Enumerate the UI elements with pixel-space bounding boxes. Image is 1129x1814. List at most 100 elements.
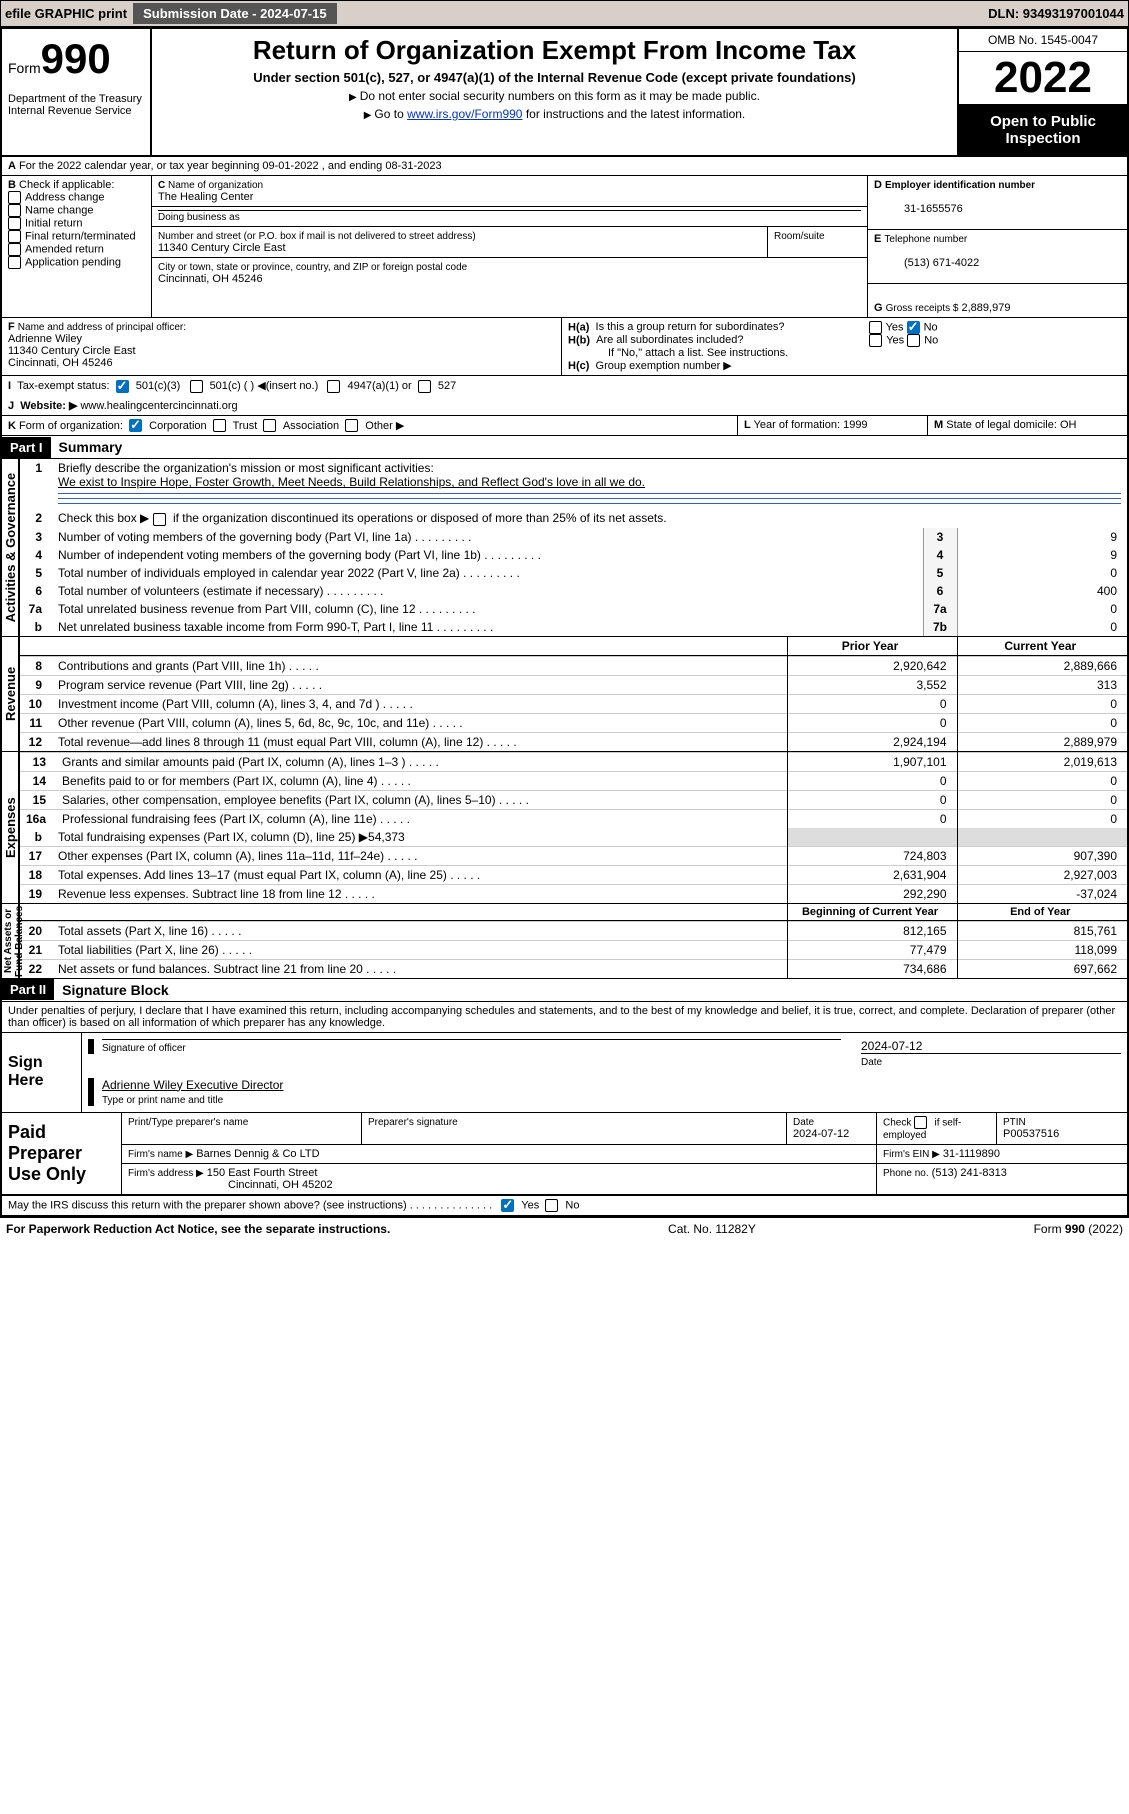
table-row: 6Total number of volunteers (estimate if… xyxy=(20,582,1127,600)
irs-link[interactable]: www.irs.gov/Form990 xyxy=(407,107,522,121)
sig-officer-label: Signature of officer xyxy=(102,1043,186,1054)
prep-date-label: Date xyxy=(793,1117,814,1128)
c3-label: 501(c)(3) xyxy=(136,380,181,392)
cb-discontinued[interactable] xyxy=(153,513,166,526)
block-bcdeg: B Check if applicable: Address change Na… xyxy=(2,176,1127,318)
ptin-label: PTIN xyxy=(1003,1117,1026,1128)
dln-label: DLN: 93493197001044 xyxy=(988,6,1124,21)
block-e: E Telephone number (513) 671-4022 xyxy=(868,230,1127,284)
part2-title: Signature Block xyxy=(54,979,177,1001)
submission-date-button[interactable]: Submission Date - 2024-07-15 xyxy=(133,3,337,24)
table-row: 20Total assets (Part X, line 16) . . . .… xyxy=(20,921,1127,940)
table-row: bNet unrelated business taxable income f… xyxy=(20,618,1127,636)
fr-a: Form xyxy=(1034,1222,1065,1236)
block-c: C Name of organization The Healing Cente… xyxy=(152,176,867,317)
cb-501c[interactable] xyxy=(190,380,203,393)
room-label: Room/suite xyxy=(774,231,825,242)
cb-assoc[interactable] xyxy=(263,419,276,432)
table-row: 13Grants and similar amounts paid (Part … xyxy=(20,752,1127,771)
table-row: 10Investment income (Part VIII, column (… xyxy=(20,694,1127,713)
sig-date-label: Date xyxy=(861,1057,882,1068)
m-label: State of legal domicile: xyxy=(946,419,1057,431)
addr-label: Number and street (or P.O. box if mail i… xyxy=(158,231,476,242)
open-inspection: Open to Public Inspection xyxy=(959,105,1127,155)
check-b-label: Check if applicable: xyxy=(19,179,114,191)
letter-ha: H(a) xyxy=(568,321,589,333)
l16b-label: Total fundraising expenses (Part IX, col… xyxy=(58,830,368,844)
table-row: 9Program service revenue (Part VIII, lin… xyxy=(20,675,1127,694)
section-governance: Activities & Governance 1Briefly describ… xyxy=(2,459,1127,636)
table-row: 22Net assets or fund balances. Subtract … xyxy=(20,959,1127,978)
checkbox-initial-return[interactable] xyxy=(8,217,21,230)
checkbox-amended-return[interactable] xyxy=(8,243,21,256)
prep-sig-label: Preparer's signature xyxy=(368,1117,458,1128)
c-name-label: Name of organization xyxy=(168,180,263,191)
table-row: 5Total number of individuals employed in… xyxy=(20,564,1127,582)
line-a-text: For the 2022 calendar year, or tax year … xyxy=(19,160,442,172)
block-k: K Form of organization: Corporation Trus… xyxy=(2,416,737,436)
hc-row: H(c) Group exemption number ▶ xyxy=(568,359,1121,372)
cb-item-2: Initial return xyxy=(25,217,82,229)
hb-yes[interactable] xyxy=(869,334,882,347)
cb-other[interactable] xyxy=(345,419,358,432)
block-f: F Name and address of principal officer:… xyxy=(2,318,562,375)
cb-527[interactable] xyxy=(418,380,431,393)
check-self: Check xyxy=(883,1117,911,1128)
f-label: Name and address of principal officer: xyxy=(18,322,186,333)
letter-d: D xyxy=(874,179,882,191)
cb-item-4: Amended return xyxy=(25,243,104,255)
vtab-expenses: Expenses xyxy=(2,752,20,903)
yes3: Yes xyxy=(521,1199,539,1211)
line-a: A For the 2022 calendar year, or tax yea… xyxy=(2,157,1127,176)
l1: Briefly describe the organization's miss… xyxy=(52,459,1127,509)
l2a: Check this box ▶ xyxy=(58,511,149,525)
cb-corp[interactable] xyxy=(129,419,142,432)
part2-header-row: Part II Signature Block xyxy=(2,979,1127,1002)
527-label: 527 xyxy=(438,380,456,392)
discuss-no[interactable] xyxy=(545,1199,558,1212)
ha-text: Is this a group return for subordinates? xyxy=(596,321,866,333)
tax-year: 2022 xyxy=(959,52,1127,105)
checkbox-name-change[interactable] xyxy=(8,204,21,217)
gross-receipts: 2,889,979 xyxy=(962,302,1011,314)
discuss-row: May the IRS discuss this return with the… xyxy=(2,1195,1127,1215)
vtab-net-text: Net Assets or Fund Balances xyxy=(3,904,25,978)
l1-label: Briefly describe the organization's miss… xyxy=(58,461,434,475)
letter-c: C xyxy=(158,180,165,191)
col-prior: Prior Year xyxy=(787,637,957,656)
table-row: 18Total expenses. Add lines 13–17 (must … xyxy=(20,865,1127,884)
firm-name: Barnes Dennig & Co LTD xyxy=(196,1148,319,1160)
row-klm: K Form of organization: Corporation Trus… xyxy=(2,416,1127,437)
cb-self-employed[interactable] xyxy=(914,1116,927,1129)
hb-row: H(b) Are all subordinates included? Yes … xyxy=(568,334,1121,347)
gov-rows-table: 3Number of voting members of the governi… xyxy=(20,528,1127,636)
discuss-yes[interactable] xyxy=(501,1199,514,1212)
addr-row: Number and street (or P.O. box if mail i… xyxy=(152,227,867,258)
cb-501c3[interactable] xyxy=(116,380,129,393)
checkbox-application-pending[interactable] xyxy=(8,256,21,269)
l16b-value: 54,373 xyxy=(368,830,405,844)
table-row: 21Total liabilities (Part X, line 26) . … xyxy=(20,940,1127,959)
ha-yes[interactable] xyxy=(869,321,882,334)
prep-phone: (513) 241-8313 xyxy=(932,1167,1007,1179)
cb-4947[interactable] xyxy=(327,380,340,393)
no-label: No xyxy=(924,321,938,333)
checkbox-address-change[interactable] xyxy=(8,191,21,204)
hb-no[interactable] xyxy=(907,334,920,347)
hb-text: Are all subordinates included? xyxy=(596,334,866,346)
ha-row: H(a) Is this a group return for subordin… xyxy=(568,321,1121,334)
ha-no[interactable] xyxy=(907,321,920,334)
firm-ein-label: Firm's EIN ▶ xyxy=(883,1149,940,1160)
checkbox-final-return[interactable] xyxy=(8,230,21,243)
cb-item-3: Final return/terminated xyxy=(25,230,136,242)
letter-hc: H(c) xyxy=(568,360,589,372)
part1-title: Summary xyxy=(51,436,131,458)
cb-trust[interactable] xyxy=(213,419,226,432)
corp-label: Corporation xyxy=(149,420,206,432)
room-suite: Room/suite xyxy=(767,227,867,257)
footer: For Paperwork Reduction Act Notice, see … xyxy=(0,1217,1129,1240)
table-row: 17Other expenses (Part IX, column (A), l… xyxy=(20,846,1127,865)
addr-value: 11340 Century Circle East xyxy=(158,242,286,254)
website-value: www.healingcentercincinnati.org xyxy=(80,400,237,412)
l1-text: We exist to Inspire Hope, Foster Growth,… xyxy=(58,475,645,489)
